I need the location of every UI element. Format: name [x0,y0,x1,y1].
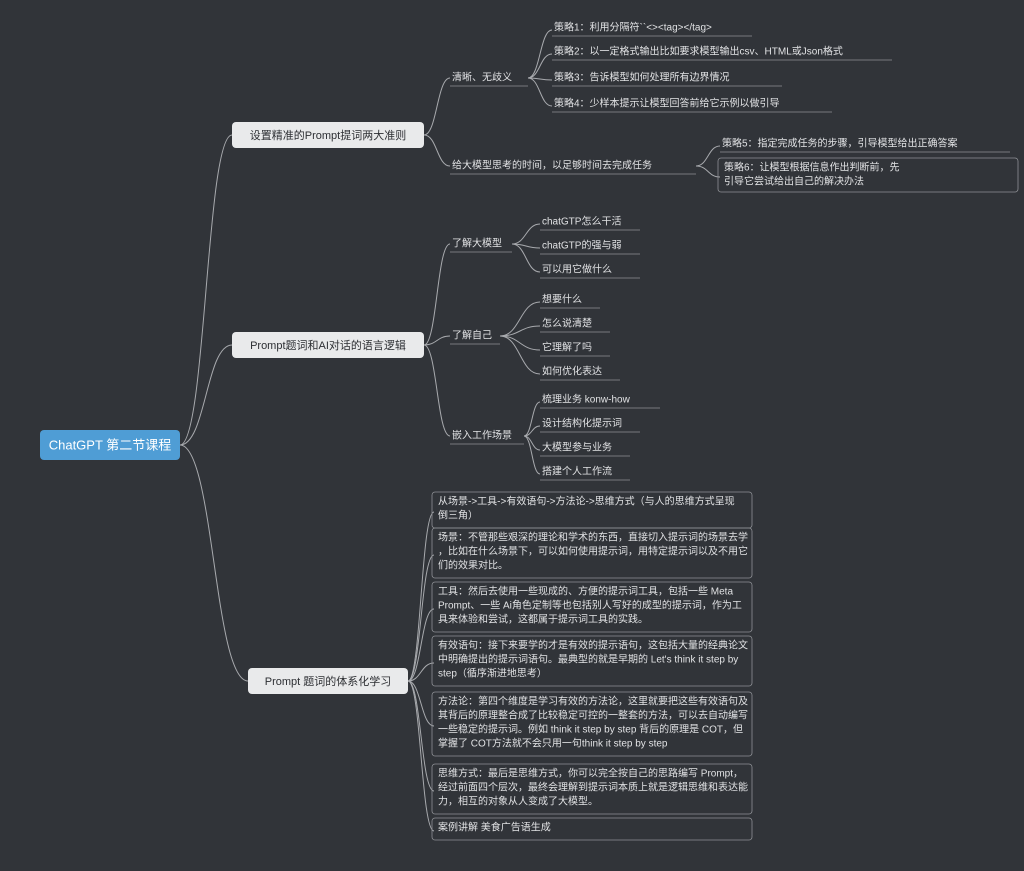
leaf-label[interactable]: 怎么说清楚 [542,317,592,330]
text-block-line: step（循序渐进地思考） [438,667,547,680]
leaf-label[interactable]: chatGTP的强与弱 [542,239,621,252]
text-block-line: 中明确提出的提示词语句。最典型的就是早期的 Let's think it ste… [438,653,738,666]
leaf-label[interactable]: 大模型参与业务 [542,441,612,454]
leaf-label[interactable]: 策略2：以一定格式输出比如要求模型输出csv、HTML或Json格式 [554,45,843,58]
text-block-line: 案例讲解 美食广告语生成 [438,821,551,834]
text-block-line: 工具：然后去使用一些现成的、方便的提示词工具，包括一些 Meta [438,585,733,598]
connector [424,244,450,345]
connector [180,445,248,681]
subtopic-label[interactable]: 给大模型思考的时间，以足够时间去完成任务 [452,159,652,172]
text-block-line: 从场景->工具->有效语句->方法论->思维方式（与人的思维方式呈现 [438,495,735,508]
root-label: ChatGPT 第二节课程 [49,437,172,452]
text-block-line: 具来体验和尝试，这都属于提示词工具的实践。 [438,613,648,626]
leaf-label[interactable]: 策略1：利用分隔符``<><tag></tag> [554,21,712,34]
leaf-label[interactable]: 策略5：指定完成任务的步骤，引导模型给出正确答案 [722,137,958,150]
text-block-line: 力，相互的对象从人变成了大模型。 [438,795,598,808]
connector [408,512,434,681]
leaf-label[interactable]: chatGTP怎么干活 [542,215,621,228]
connector [528,78,552,106]
leaf-label[interactable]: 可以用它做什么 [542,263,612,276]
text-block-line: Prompt、一些 Ai角色定制等也包括别人写好的成型的提示词，作为工 [438,599,742,612]
text-block-line: 一些稳定的提示词。例如 think it step by step 背后的原理是… [438,723,743,736]
leaf-label-line: 引导它尝试给出自己的解决办法 [724,175,864,188]
text-block-line: 思维方式：最后是思维方式，你可以完全按自己的思路编写 Prompt， [438,767,743,780]
connector [424,135,450,166]
text-block-line: 经过前面四个层次，最终会理解到提示词本质上就是逻辑思维和表达能 [438,781,748,794]
leaf-label[interactable]: 梳理业务 konw-how [542,393,631,406]
leaf-label[interactable]: 策略4：少样本提示让模型回答前给它示例以做引导 [554,97,780,110]
text-block-line: 倒三角） [438,510,478,522]
connector [512,224,540,244]
connector [528,54,552,78]
leaf-label[interactable]: 想要什么 [542,293,582,306]
connector [528,30,552,78]
subtopic-label[interactable]: 了解大模型 [452,237,502,250]
subtopic-label[interactable]: 嵌入工作场景 [452,429,512,442]
branch-label: Prompt 题词的体系化学习 [265,674,392,688]
leaf-label[interactable]: 它理解了吗 [542,341,592,354]
connector [408,555,434,681]
leaf-label[interactable]: 如何优化表达 [542,365,602,378]
connector [696,166,720,177]
leaf-label[interactable]: 搭建个人工作流 [542,465,612,478]
connector [500,336,540,350]
subtopic-label[interactable]: 清晰、无歧义 [452,71,512,84]
text-block-line: ，比如在什么场景下，可以如何使用提示词，用特定提示词以及不用它 [438,545,748,558]
connector [696,146,720,166]
branch-label: Prompt题词和AI对话的语言逻辑 [250,338,406,352]
leaf-label[interactable]: 设计结构化提示词 [542,417,622,430]
text-block-line: 方法论：第四个维度是学习有效的方法论，这里就要把这些有效语句及 [438,695,748,708]
text-block-line: 场景：不管那些艰深的理论和学术的东西，直接切入提示词的场景去学 [438,531,748,544]
text-block-line: 们的效果对比。 [438,559,508,572]
subtopic-label[interactable]: 了解自己 [452,329,492,342]
connector [500,336,540,374]
connector [408,681,434,726]
connector [408,681,434,791]
leaf-label-line: 策略6：让模型根据信息作出判断前，先 [724,161,900,174]
text-block-line: 其背后的原理整合成了比较稳定可控的一整套的方法，可以去自动编写 [438,709,748,722]
text-block-line: 掌握了 COT方法就不会只用一句think it step by step [438,737,668,750]
connector [424,78,450,135]
leaf-label[interactable]: 策略3：告诉模型如何处理所有边界情况 [554,71,730,84]
connector [424,345,450,436]
connector [524,436,540,474]
branch-label: 设置精准的Prompt提词两大准则 [250,128,406,142]
text-block-line: 有效语句：接下来要学的才是有效的提示语句，这包括大量的经典论文 [438,639,748,652]
connector [180,345,232,445]
connector [180,135,232,445]
